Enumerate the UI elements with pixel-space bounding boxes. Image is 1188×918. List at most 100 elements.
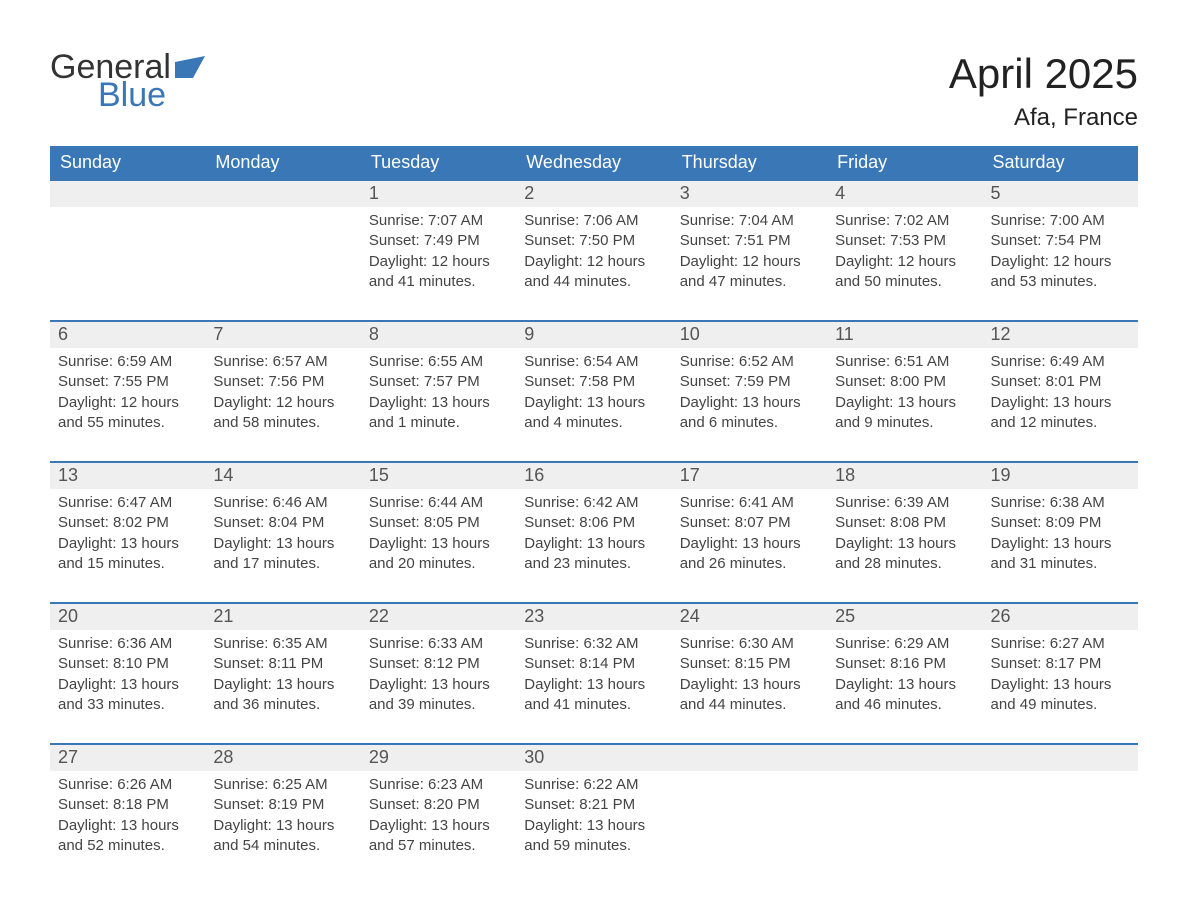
day-line: Sunrise: 7:00 AM	[991, 211, 1130, 231]
day-cell: 24Sunrise: 6:30 AMSunset: 8:15 PMDayligh…	[672, 604, 827, 729]
calendar: SundayMondayTuesdayWednesdayThursdayFrid…	[50, 146, 1138, 870]
day-line: Daylight: 13 hours	[213, 675, 352, 695]
day-line: and 57 minutes.	[369, 836, 508, 856]
day-cell: 4Sunrise: 7:02 AMSunset: 7:53 PMDaylight…	[827, 181, 982, 306]
day-number: 13	[50, 463, 205, 489]
day-line: Sunrise: 6:36 AM	[58, 634, 197, 654]
day-line: Daylight: 13 hours	[680, 393, 819, 413]
day-line: and 49 minutes.	[991, 695, 1130, 715]
day-line: Daylight: 13 hours	[835, 534, 974, 554]
day-line: and 9 minutes.	[835, 413, 974, 433]
day-number: 22	[361, 604, 516, 630]
day-line: Sunrise: 6:55 AM	[369, 352, 508, 372]
day-line: Sunset: 8:04 PM	[213, 513, 352, 533]
day-line: Daylight: 13 hours	[213, 534, 352, 554]
day-body	[50, 207, 205, 287]
day-line: and 4 minutes.	[524, 413, 663, 433]
day-cell: 29Sunrise: 6:23 AMSunset: 8:20 PMDayligh…	[361, 745, 516, 870]
day-body: Sunrise: 6:39 AMSunset: 8:08 PMDaylight:…	[827, 489, 982, 574]
day-number: 25	[827, 604, 982, 630]
day-line: and 46 minutes.	[835, 695, 974, 715]
day-line: Sunset: 7:59 PM	[680, 372, 819, 392]
day-of-week-cell: Sunday	[50, 146, 205, 179]
day-line: Sunset: 7:49 PM	[369, 231, 508, 251]
day-line: Sunrise: 6:38 AM	[991, 493, 1130, 513]
day-line: Sunrise: 6:33 AM	[369, 634, 508, 654]
day-line: and 6 minutes.	[680, 413, 819, 433]
day-line: Daylight: 12 hours	[835, 252, 974, 272]
day-number	[672, 745, 827, 771]
day-body: Sunrise: 7:04 AMSunset: 7:51 PMDaylight:…	[672, 207, 827, 292]
day-line: and 41 minutes.	[524, 695, 663, 715]
day-body: Sunrise: 6:29 AMSunset: 8:16 PMDaylight:…	[827, 630, 982, 715]
day-line: Sunset: 7:55 PM	[58, 372, 197, 392]
day-body: Sunrise: 6:38 AMSunset: 8:09 PMDaylight:…	[983, 489, 1138, 574]
day-body: Sunrise: 6:23 AMSunset: 8:20 PMDaylight:…	[361, 771, 516, 856]
location: Afa, France	[949, 104, 1138, 132]
day-cell: 5Sunrise: 7:00 AMSunset: 7:54 PMDaylight…	[983, 181, 1138, 306]
logo: General Blue	[50, 50, 205, 112]
day-body: Sunrise: 6:54 AMSunset: 7:58 PMDaylight:…	[516, 348, 671, 433]
day-line: Sunrise: 6:29 AM	[835, 634, 974, 654]
day-cell: 13Sunrise: 6:47 AMSunset: 8:02 PMDayligh…	[50, 463, 205, 588]
day-line: and 33 minutes.	[58, 695, 197, 715]
day-number	[205, 181, 360, 207]
week-row: 6Sunrise: 6:59 AMSunset: 7:55 PMDaylight…	[50, 320, 1138, 447]
day-cell	[50, 181, 205, 306]
day-line: and 36 minutes.	[213, 695, 352, 715]
flag-icon	[175, 56, 205, 78]
day-cell: 2Sunrise: 7:06 AMSunset: 7:50 PMDaylight…	[516, 181, 671, 306]
day-line: Sunset: 7:51 PM	[680, 231, 819, 251]
day-cell: 11Sunrise: 6:51 AMSunset: 8:00 PMDayligh…	[827, 322, 982, 447]
day-body: Sunrise: 6:33 AMSunset: 8:12 PMDaylight:…	[361, 630, 516, 715]
day-cell: 23Sunrise: 6:32 AMSunset: 8:14 PMDayligh…	[516, 604, 671, 729]
day-cell: 1Sunrise: 7:07 AMSunset: 7:49 PMDaylight…	[361, 181, 516, 306]
week-row: 20Sunrise: 6:36 AMSunset: 8:10 PMDayligh…	[50, 602, 1138, 729]
day-line: Sunrise: 6:25 AM	[213, 775, 352, 795]
day-cell	[672, 745, 827, 870]
day-line: Sunset: 7:53 PM	[835, 231, 974, 251]
day-line: Daylight: 12 hours	[680, 252, 819, 272]
day-line: Sunset: 8:20 PM	[369, 795, 508, 815]
day-cell: 6Sunrise: 6:59 AMSunset: 7:55 PMDaylight…	[50, 322, 205, 447]
day-line: Daylight: 13 hours	[991, 675, 1130, 695]
day-cell: 25Sunrise: 6:29 AMSunset: 8:16 PMDayligh…	[827, 604, 982, 729]
day-cell	[205, 181, 360, 306]
month-title: April 2025	[949, 50, 1138, 98]
title-block: April 2025 Afa, France	[949, 50, 1138, 132]
day-number: 6	[50, 322, 205, 348]
day-body: Sunrise: 6:59 AMSunset: 7:55 PMDaylight:…	[50, 348, 205, 433]
day-cell: 10Sunrise: 6:52 AMSunset: 7:59 PMDayligh…	[672, 322, 827, 447]
day-body: Sunrise: 6:51 AMSunset: 8:00 PMDaylight:…	[827, 348, 982, 433]
day-cell: 20Sunrise: 6:36 AMSunset: 8:10 PMDayligh…	[50, 604, 205, 729]
day-line: and 59 minutes.	[524, 836, 663, 856]
day-cell	[827, 745, 982, 870]
day-line: Sunset: 8:06 PM	[524, 513, 663, 533]
day-number: 24	[672, 604, 827, 630]
day-line: Sunset: 7:56 PM	[213, 372, 352, 392]
day-cell: 12Sunrise: 6:49 AMSunset: 8:01 PMDayligh…	[983, 322, 1138, 447]
day-number	[827, 745, 982, 771]
day-line: Daylight: 13 hours	[680, 675, 819, 695]
day-line: Sunset: 8:12 PM	[369, 654, 508, 674]
day-line: Sunset: 7:57 PM	[369, 372, 508, 392]
day-cell: 17Sunrise: 6:41 AMSunset: 8:07 PMDayligh…	[672, 463, 827, 588]
day-line: Sunrise: 7:06 AM	[524, 211, 663, 231]
day-number: 26	[983, 604, 1138, 630]
day-line: Sunrise: 6:57 AM	[213, 352, 352, 372]
day-number	[983, 745, 1138, 771]
day-line: and 1 minute.	[369, 413, 508, 433]
day-line: Daylight: 12 hours	[58, 393, 197, 413]
day-body: Sunrise: 6:25 AMSunset: 8:19 PMDaylight:…	[205, 771, 360, 856]
day-cell: 21Sunrise: 6:35 AMSunset: 8:11 PMDayligh…	[205, 604, 360, 729]
day-of-week-cell: Monday	[205, 146, 360, 179]
day-line: Sunset: 8:15 PM	[680, 654, 819, 674]
day-number: 29	[361, 745, 516, 771]
day-line: Sunrise: 6:42 AM	[524, 493, 663, 513]
day-body: Sunrise: 6:30 AMSunset: 8:15 PMDaylight:…	[672, 630, 827, 715]
day-number: 17	[672, 463, 827, 489]
day-line: Daylight: 13 hours	[835, 393, 974, 413]
day-line: Daylight: 13 hours	[835, 675, 974, 695]
day-line: Daylight: 13 hours	[524, 675, 663, 695]
day-of-week-header: SundayMondayTuesdayWednesdayThursdayFrid…	[50, 146, 1138, 179]
